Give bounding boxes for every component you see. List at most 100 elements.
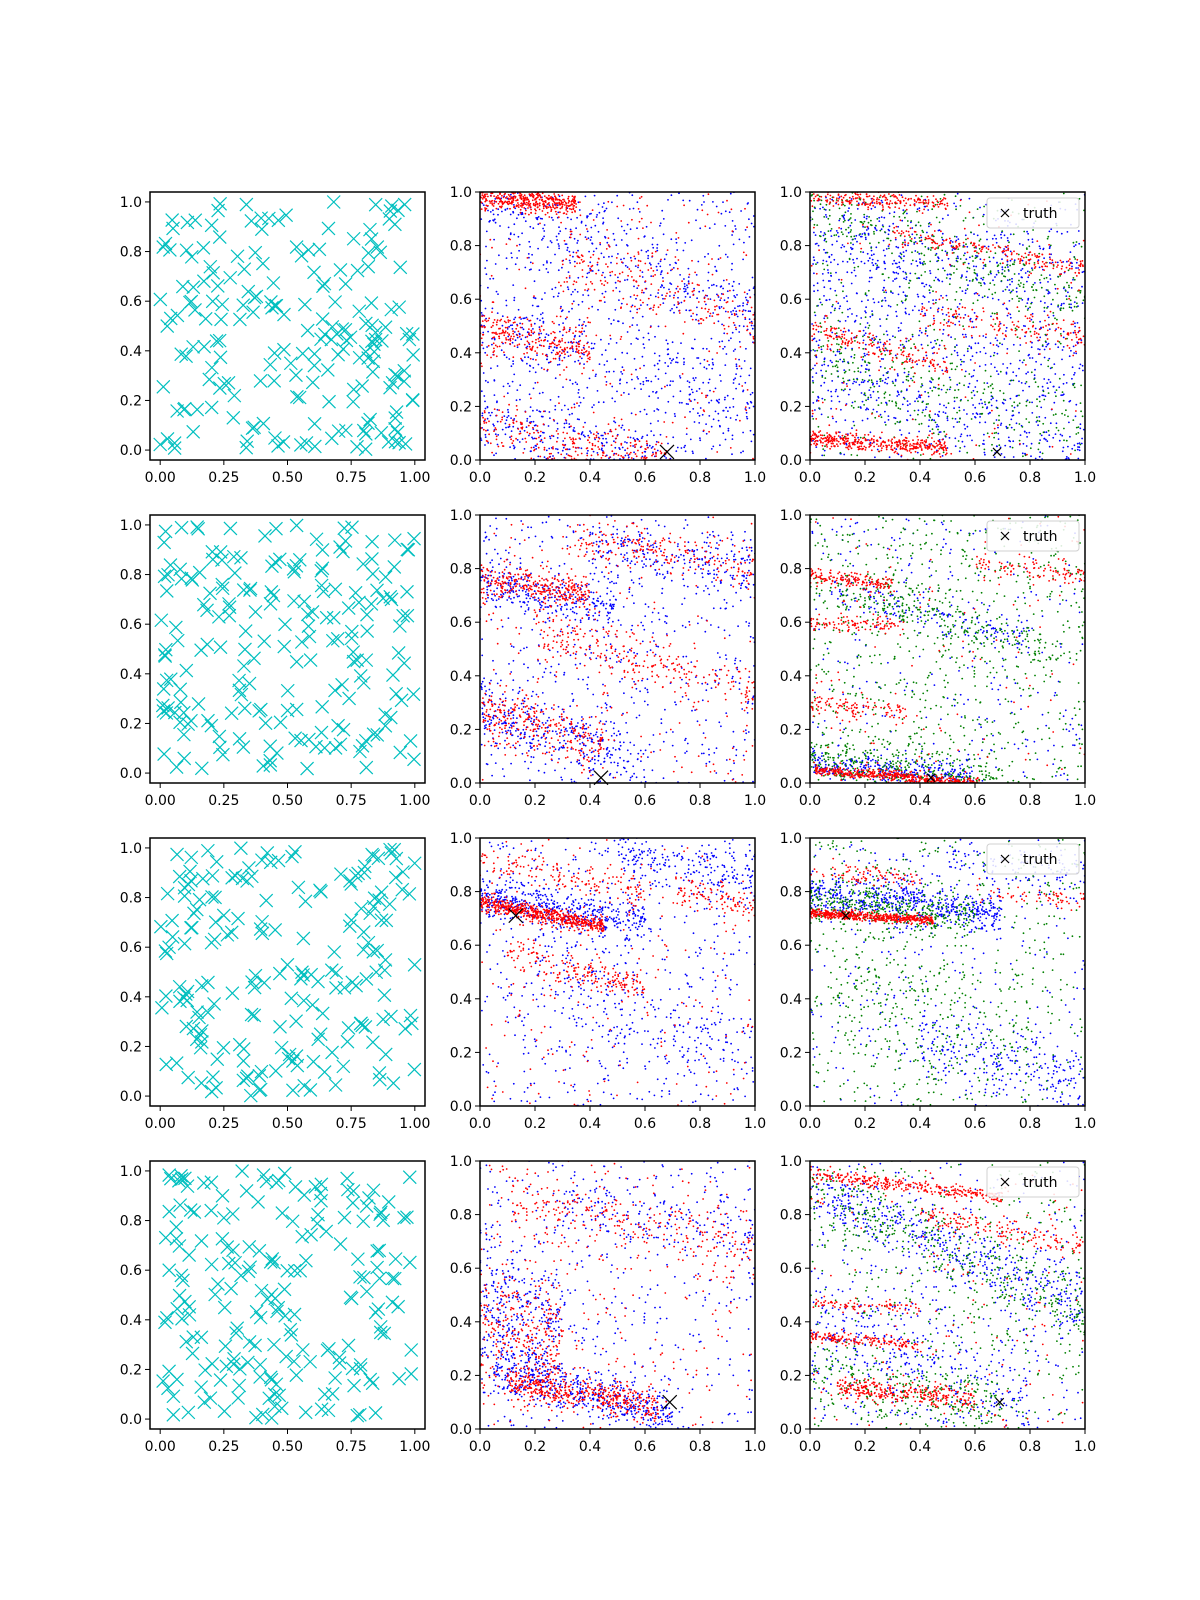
data-point (935, 299, 937, 301)
data-point (687, 267, 690, 270)
data-point (899, 408, 902, 410)
data-point (846, 271, 849, 274)
data-point (892, 335, 894, 338)
data-point (649, 326, 652, 328)
data-point (1018, 310, 1020, 313)
data-point (937, 247, 939, 250)
data-point (948, 388, 951, 391)
data-point (617, 253, 619, 255)
data-point (1008, 278, 1011, 281)
data-point (836, 231, 839, 234)
data-point (570, 425, 572, 428)
data-point (1038, 266, 1041, 269)
data-point (598, 363, 601, 365)
data-point (835, 230, 838, 232)
data-point (938, 439, 941, 441)
data-point (886, 314, 889, 317)
data-point (956, 365, 958, 368)
data-point (603, 256, 605, 259)
data-point (524, 356, 526, 359)
data-point (558, 357, 561, 360)
data-point (488, 411, 490, 414)
data-point (548, 216, 551, 218)
data-point (908, 286, 911, 289)
data-point (734, 377, 737, 380)
data-point (556, 448, 559, 451)
data-point (544, 213, 547, 216)
data-point (874, 338, 877, 340)
data-point (538, 202, 541, 205)
data-point (623, 467, 625, 469)
data-point (555, 203, 558, 205)
data-point (688, 273, 691, 276)
data-point (568, 426, 571, 429)
data-point (817, 330, 820, 333)
data-point (652, 306, 655, 309)
data-point (884, 354, 887, 356)
data-point (1047, 342, 1050, 345)
data-point (636, 376, 639, 378)
data-point (579, 462, 581, 464)
data-point (954, 445, 957, 448)
data-point (701, 392, 703, 395)
candidate-point (307, 358, 322, 373)
data-point (571, 307, 573, 310)
data-point (859, 436, 862, 439)
data-point (675, 306, 678, 309)
data-point (1047, 281, 1049, 283)
data-point (481, 194, 484, 197)
data-point (856, 204, 858, 207)
data-point (1018, 380, 1020, 383)
data-point (631, 304, 634, 307)
data-point (972, 265, 975, 268)
data-point (873, 253, 875, 256)
data-point (533, 331, 536, 334)
data-point (508, 403, 510, 406)
data-point (682, 199, 685, 202)
data-point (898, 265, 900, 268)
data-point (586, 447, 589, 449)
data-point (1048, 262, 1051, 264)
data-point (492, 277, 495, 280)
candidate-point (374, 425, 389, 440)
data-point (813, 290, 815, 293)
data-point (504, 341, 507, 344)
data-point (1053, 401, 1056, 404)
data-point (723, 398, 726, 401)
data-point (484, 307, 487, 310)
data-point (1068, 303, 1071, 306)
data-point (850, 198, 853, 200)
data-point (1073, 256, 1076, 259)
candidate-point (153, 437, 168, 452)
data-point (870, 254, 873, 257)
data-point (563, 422, 566, 425)
data-point (542, 237, 544, 240)
data-point (978, 402, 981, 405)
data-point (524, 287, 527, 290)
data-point (573, 442, 576, 445)
data-point (539, 330, 542, 332)
data-point (731, 262, 733, 265)
data-point (921, 302, 924, 305)
data-point (589, 430, 591, 433)
data-point (512, 321, 515, 324)
data-point (519, 192, 522, 195)
data-point (506, 332, 509, 334)
data-point (598, 211, 601, 214)
data-point (739, 375, 742, 378)
data-point (572, 207, 575, 210)
data-point (735, 363, 738, 366)
candidate-point (350, 263, 365, 278)
data-point (1038, 279, 1041, 281)
data-point (812, 439, 814, 442)
data-point (1032, 283, 1035, 286)
data-point (1079, 423, 1082, 426)
data-point (660, 258, 662, 261)
data-point (482, 331, 485, 334)
data-point (1047, 290, 1050, 293)
data-point (839, 320, 841, 323)
data-point (946, 299, 949, 301)
data-point (870, 219, 872, 222)
data-point (995, 445, 998, 448)
data-point (848, 369, 851, 371)
